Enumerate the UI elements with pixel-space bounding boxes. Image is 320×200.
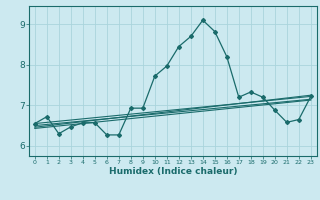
X-axis label: Humidex (Indice chaleur): Humidex (Indice chaleur) bbox=[108, 167, 237, 176]
